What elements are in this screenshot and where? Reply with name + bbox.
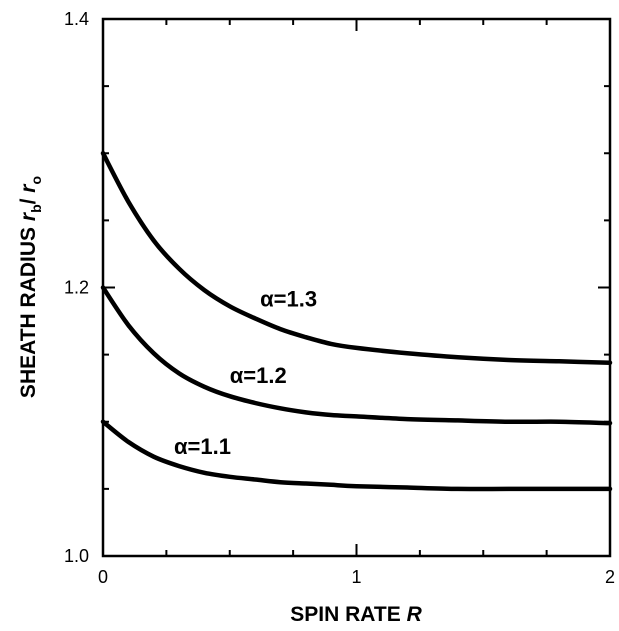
y-axis-title: SHEATH RADIUS rb/ ro <box>17 176 44 398</box>
x-tick-label: 1 <box>351 567 361 587</box>
x-tick-label: 2 <box>605 567 615 587</box>
y-tick-label: 1.4 <box>64 9 89 29</box>
plot-frame <box>101 17 612 558</box>
x-tick-labels: 0 1 2 <box>98 567 615 587</box>
series-line <box>100 419 613 492</box>
y-tick-labels: 1.0 1.2 1.4 <box>64 9 89 566</box>
x-axis-title: SPIN RATE R <box>290 603 422 626</box>
series-line <box>100 285 613 426</box>
x-tick-label: 0 <box>98 567 108 587</box>
series-label: α=1.1 <box>174 434 231 459</box>
y-tick-label: 1.0 <box>64 546 89 566</box>
series-label: α=1.2 <box>230 363 287 388</box>
curve-labels: α=1.3 α=1.2 α=1.1 <box>174 286 317 459</box>
series-line <box>100 150 613 365</box>
data-curves <box>100 150 613 492</box>
y-tick-label: 1.2 <box>64 278 89 298</box>
axis-ticks <box>102 18 611 557</box>
series-label: α=1.3 <box>260 286 317 311</box>
